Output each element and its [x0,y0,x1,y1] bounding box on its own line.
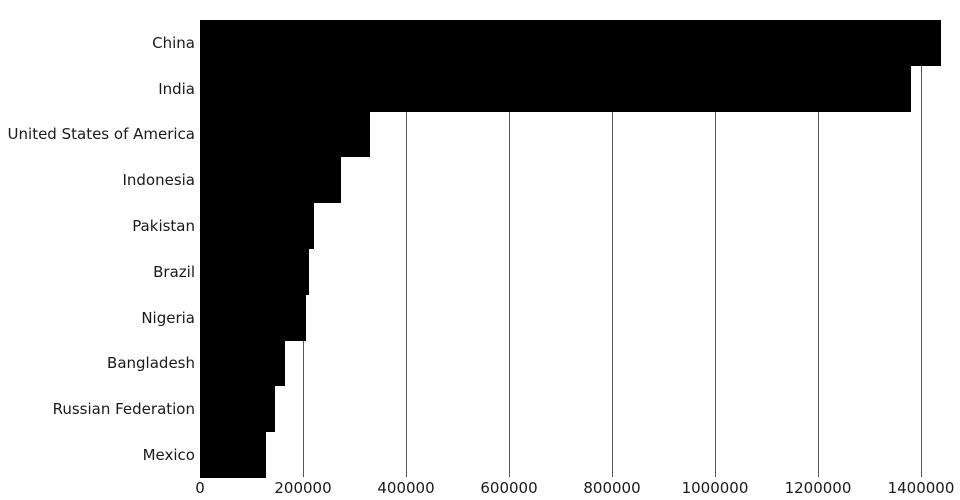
y-tick-label-china: China [152,33,195,52]
bar-bangladesh [200,340,285,387]
y-tick-label-bangladesh: Bangladesh [107,354,195,373]
x-tick-label-1000000: 1000000 [681,479,749,497]
x-tick-label-0: 0 [195,479,205,497]
bar-india [200,65,911,112]
y-axis-category-labels: China India United States of America Indone… [0,20,195,478]
gridline-x-400000 [405,20,407,477]
x-axis-tick-labels: 0 200000 400000 600000 800000 1000000 1200000 1… [0,479,960,499]
bar-united-states-of-america [200,111,371,158]
y-tick-label-united-states-of-america: United States of America [7,125,195,144]
y-tick-label-mexico: Mexico [142,446,195,465]
plot-area [200,20,960,478]
gridline-x-1000000 [714,20,716,477]
gridline-x-600000 [508,20,510,477]
gridline-x-800000 [611,20,613,477]
y-tick-label-russian-federation: Russian Federation [52,400,195,419]
bar-china [200,20,942,66]
y-tick-label-brazil: Brazil [153,262,195,281]
bar-indonesia [200,157,341,204]
x-tick-label-600000: 600000 [480,479,538,497]
bar-brazil [200,249,310,295]
bar-pakistan [200,203,314,249]
bar-russian-federation [200,386,276,433]
y-tick-label-india: India [158,79,195,98]
y-tick-label-nigeria: Nigeria [141,308,195,327]
x-tick-label-200000: 200000 [274,479,332,497]
bar-mexico [200,432,267,478]
gridline-x-1400000 [920,20,922,477]
y-tick-label-indonesia: Indonesia [122,171,195,190]
x-tick-label-1200000: 1200000 [784,479,852,497]
y-tick-label-pakistan: Pakistan [132,217,195,236]
x-tick-label-400000: 400000 [377,479,435,497]
bar-nigeria [200,294,307,341]
x-tick-label-800000: 800000 [583,479,641,497]
x-tick-label-1400000: 1400000 [887,479,955,497]
gridline-x-1200000 [817,20,819,477]
